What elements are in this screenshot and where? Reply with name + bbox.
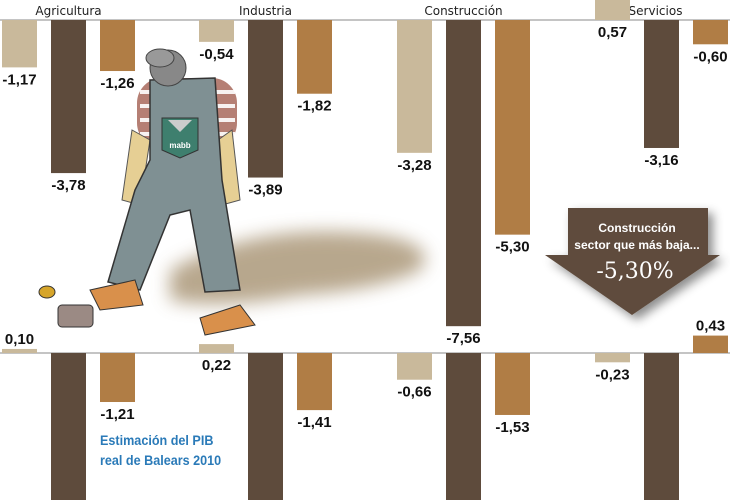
data-label: -3,16 [644, 152, 678, 169]
bar-servicios-bottom-2 [693, 335, 728, 353]
farmer-illustration: mabb [38, 48, 425, 336]
data-label: -0,60 [693, 48, 727, 65]
bar-agricultura-bottom-1 [51, 353, 86, 500]
callout-line2: sector que más baja... [574, 238, 699, 252]
data-label: -1,17 [2, 71, 36, 88]
bar-construcción-top-0 [397, 20, 432, 153]
bar-agricultura-top-0 [2, 20, 37, 68]
data-label: -0,54 [199, 46, 234, 63]
callout-arrow [545, 208, 720, 315]
callout-line1: Construcción [598, 221, 675, 235]
data-label: 0,10 [5, 331, 34, 348]
bar-construcción-top-2 [495, 20, 530, 235]
data-label: -5,30 [495, 239, 529, 256]
bar-agricultura-bottom-0 [2, 348, 37, 353]
callout-value: -5,30% [596, 259, 673, 284]
bar-servicios-bottom-1 [644, 353, 679, 500]
data-label: -3,28 [397, 157, 431, 174]
sector-label: Agricultura [35, 4, 101, 18]
data-label: -3,89 [248, 182, 282, 199]
data-label: 0,22 [202, 357, 231, 374]
bar-industria-bottom-2 [297, 353, 332, 411]
bar-industria-top-0 [199, 20, 234, 42]
data-label: -1,41 [297, 414, 331, 431]
bar-servicios-top-2 [693, 20, 728, 45]
data-label: 0,57 [598, 24, 627, 41]
sector-label: Construcción [424, 4, 502, 18]
data-label: -0,23 [595, 366, 629, 383]
sector-label: Servicios [629, 4, 683, 18]
bar-servicios-top-1 [644, 20, 679, 148]
data-label: -1,82 [297, 98, 331, 115]
bar-construcción-top-1 [446, 20, 481, 327]
data-label: -1,26 [100, 75, 134, 92]
bar-industria-top-1 [248, 20, 283, 178]
bar-construcción-bottom-1 [446, 353, 481, 500]
bar-agricultura-top-2 [100, 20, 135, 72]
data-label: -3,78 [51, 177, 85, 194]
title-line2: real de Balears 2010 [100, 452, 222, 468]
bar-industria-bottom-1 [248, 353, 283, 500]
bar-construcción-bottom-0 [397, 353, 432, 380]
data-label: -0,66 [397, 384, 431, 401]
chart-title: Estimación del PIB real de Balears 2010 [100, 430, 221, 470]
data-label: 0,43 [696, 318, 725, 335]
bar-agricultura-top-1 [51, 20, 86, 174]
title-line1: Estimación del PIB [100, 432, 214, 448]
bar-servicios-bottom-0 [595, 353, 630, 363]
data-label: -1,21 [100, 406, 134, 423]
data-label: -1,53 [495, 419, 529, 436]
bar-industria-top-2 [297, 20, 332, 94]
bar-industria-bottom-0 [199, 344, 234, 353]
sector-label: Industria [239, 4, 292, 18]
bar-construcción-bottom-2 [495, 353, 530, 415]
pocket-logo: mabb [169, 141, 190, 150]
bar-agricultura-bottom-2 [100, 353, 135, 403]
data-label: -7,56 [446, 330, 480, 347]
bar-servicios-top-0 [595, 0, 630, 20]
